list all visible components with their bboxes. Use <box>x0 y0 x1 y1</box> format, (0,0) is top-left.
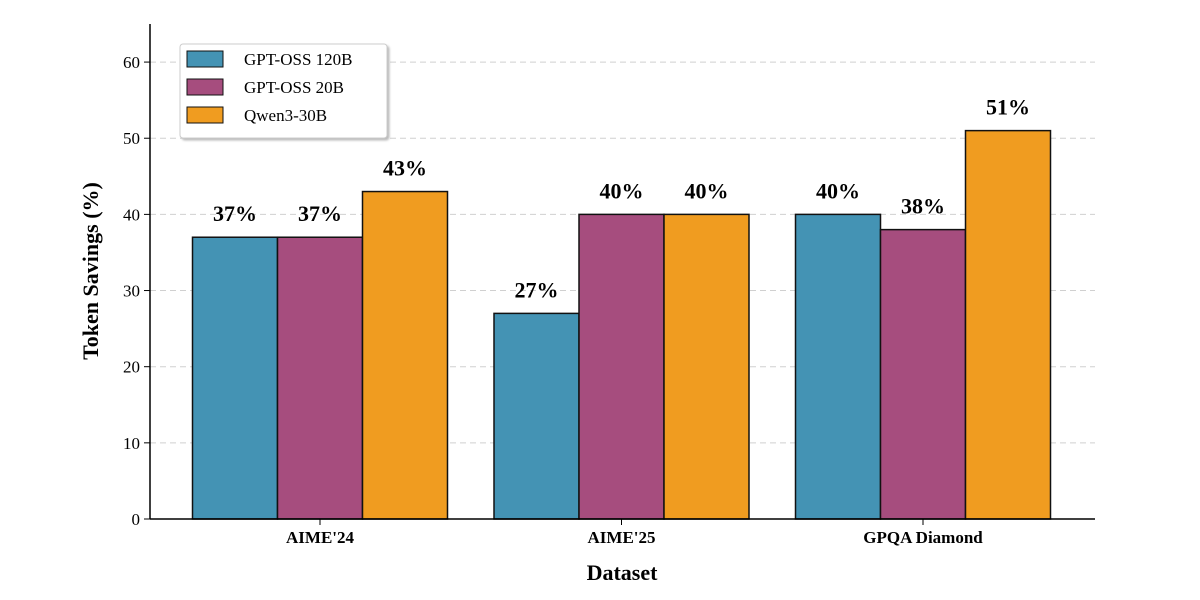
legend-label: GPT-OSS 120B <box>244 50 353 69</box>
bar <box>578 213 665 520</box>
x-tick-label: AIME'25 <box>588 528 656 547</box>
y-tick-label: 10 <box>123 434 140 453</box>
x-tick-label: AIME'24 <box>286 528 355 547</box>
data-label: 40% <box>816 178 860 203</box>
y-tick-label: 60 <box>123 53 140 72</box>
data-label: 38% <box>901 194 945 219</box>
data-label: 27% <box>515 277 559 302</box>
data-label: 51% <box>986 95 1030 120</box>
legend-swatch <box>186 50 224 68</box>
data-label: 40% <box>600 178 644 203</box>
legend-label: GPT-OSS 20B <box>244 78 344 97</box>
x-axis-label: Dataset <box>587 560 659 585</box>
bar <box>879 228 967 520</box>
x-tick-label: GPQA Diamond <box>863 528 983 547</box>
y-tick-label: 20 <box>123 358 140 377</box>
y-tick-label: 30 <box>123 282 140 301</box>
legend <box>179 43 388 139</box>
y-tick-label: 50 <box>123 129 140 148</box>
bar <box>276 236 364 520</box>
bar <box>361 190 449 520</box>
y-tick-label: 0 <box>132 510 141 529</box>
bar <box>663 213 750 520</box>
legend-swatch <box>186 106 224 124</box>
y-tick-label: 40 <box>123 205 140 224</box>
data-label: 40% <box>685 178 729 203</box>
y-axis-label: Token Savings (%) <box>78 182 103 360</box>
data-label: 37% <box>213 201 257 226</box>
data-label: 43% <box>383 156 427 181</box>
legend-swatch <box>186 78 224 96</box>
bar <box>794 213 882 520</box>
bar <box>191 236 279 520</box>
data-label: 37% <box>298 201 342 226</box>
bar <box>964 129 1052 520</box>
legend-label: Qwen3-30B <box>244 106 327 125</box>
bar <box>493 312 580 520</box>
